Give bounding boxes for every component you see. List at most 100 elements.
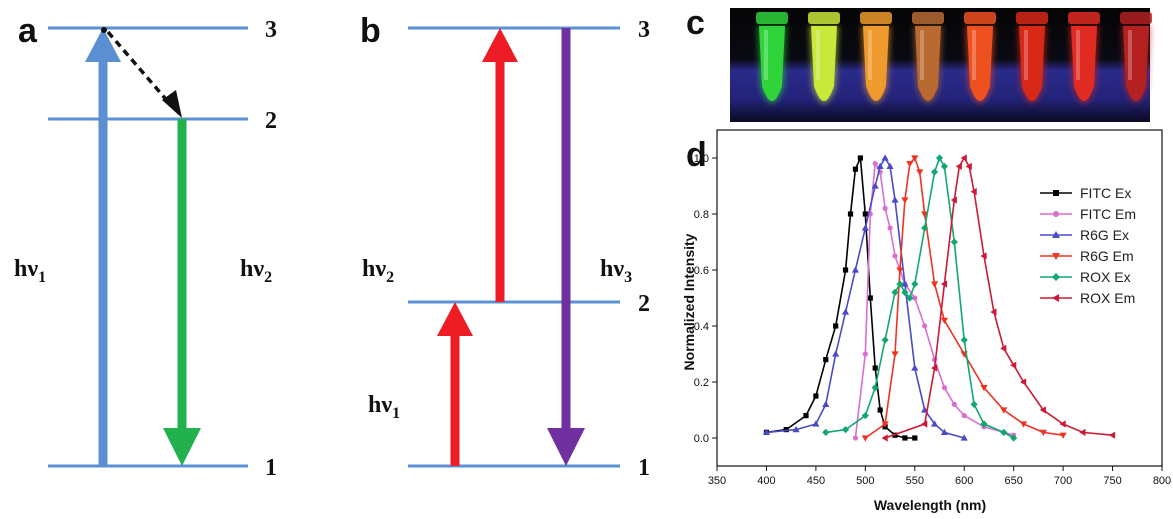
data-point (881, 434, 888, 442)
data-point (965, 162, 972, 170)
data-point (1059, 432, 1067, 439)
panel-a-hv1-label: hν1 (14, 256, 46, 286)
y-tick-label: 0.2 (694, 377, 709, 389)
panel-a-level-2-label: 2 (265, 108, 277, 134)
data-point (762, 428, 771, 435)
data-point (862, 211, 868, 217)
panel-b-level-1-label: 1 (638, 455, 650, 481)
panel-b-hv2-label: hν2 (362, 256, 394, 286)
data-point (940, 317, 949, 324)
data-point (852, 435, 859, 441)
data-point (921, 420, 928, 428)
legend-label: FITC Em (1080, 206, 1136, 222)
data-point (901, 280, 909, 287)
data-point (813, 393, 819, 399)
data-point (861, 435, 869, 442)
legend-entry: R6G Em (1040, 248, 1134, 264)
data-point (882, 205, 888, 211)
legend-label: R6G Em (1080, 248, 1134, 264)
panel-d-letter: d (686, 136, 707, 174)
data-point (980, 385, 988, 392)
data-point (911, 155, 919, 162)
data-point (950, 196, 957, 204)
data-point (1000, 428, 1008, 436)
y-axis-title: Normalized Intensity (681, 233, 697, 370)
panel-a-emission-arrowhead (163, 428, 201, 466)
data-point (1000, 344, 1007, 352)
data-point (922, 323, 928, 329)
data-point (881, 336, 889, 344)
panel-a-level-3-label: 3 (265, 17, 277, 43)
data-point (930, 364, 938, 372)
legend-label: R6G Ex (1080, 227, 1129, 243)
data-point (916, 169, 924, 176)
data-point (877, 407, 883, 413)
series-line (825, 156, 1015, 439)
data-point (1108, 431, 1116, 439)
data-point (872, 161, 878, 167)
data-point (861, 412, 869, 420)
data-point (891, 288, 899, 296)
data-point (871, 182, 879, 189)
data-point (871, 384, 879, 392)
data-point (852, 166, 859, 172)
data-point (822, 428, 830, 436)
data-point (902, 435, 908, 441)
legend-label: FITC Ex (1080, 185, 1131, 201)
data-point (892, 253, 898, 259)
legend-entry: FITC Em (1040, 206, 1136, 222)
data-point (970, 188, 977, 196)
data-point (1052, 294, 1059, 302)
data-point (891, 351, 899, 358)
data-point (941, 385, 948, 391)
data-point (940, 162, 949, 170)
data-point (896, 280, 904, 288)
data-point (921, 211, 929, 218)
data-point (940, 280, 948, 288)
x-tick-label: 650 (1004, 475, 1022, 487)
data-point (912, 295, 918, 301)
panel-b-letter: b (360, 12, 381, 50)
panel-a-letter: a (18, 12, 37, 50)
panel-a-level-1-label: 1 (265, 455, 277, 481)
data-point (1052, 273, 1060, 281)
data-point (847, 211, 854, 217)
legend-entry: FITC Ex (1040, 185, 1131, 201)
data-point (823, 357, 829, 363)
panel-b-diagram: 3 2 1 hν2 hν3 hν1 (362, 17, 650, 481)
data-point (1059, 420, 1066, 428)
x-tick-label: 500 (856, 475, 874, 487)
data-point (911, 364, 919, 371)
series-line (854, 161, 1014, 439)
data-point (833, 323, 839, 329)
panel-b-hv1-label: hν1 (368, 392, 400, 422)
panel-a-relaxation-arrow (106, 30, 172, 106)
y-tick-label: 0.4 (694, 321, 709, 333)
data-point (950, 238, 958, 246)
data-point (901, 288, 909, 296)
series-line (766, 154, 915, 439)
data-point (1052, 231, 1060, 238)
data-point (921, 224, 929, 232)
data-point (886, 162, 894, 169)
panel-a-absorption-arrowhead (85, 28, 121, 62)
chart-axes: 350 400 450 500 550 600 650 700 750 800 0.0 0.2 0.4 0… (694, 129, 1171, 487)
data-point (862, 351, 868, 357)
panel-b-first-absorption-arrowhead (437, 302, 473, 336)
data-point (912, 435, 918, 441)
data-point (872, 365, 878, 371)
data-point (980, 420, 988, 428)
data-point (842, 267, 849, 273)
data-point (935, 154, 944, 162)
data-point (783, 427, 789, 433)
panel-b-level-2-label: 2 (638, 291, 650, 317)
panel-a-relaxation-origin (101, 27, 107, 33)
plot-frame (716, 129, 1163, 467)
x-axis-title: Wavelength (nm) (874, 497, 986, 513)
legend-label: ROX Ex (1080, 269, 1131, 285)
data-point (1019, 378, 1027, 386)
data-point (896, 267, 904, 274)
data-point (1039, 406, 1046, 414)
x-tick-label: 450 (807, 475, 825, 487)
data-point (930, 281, 939, 288)
